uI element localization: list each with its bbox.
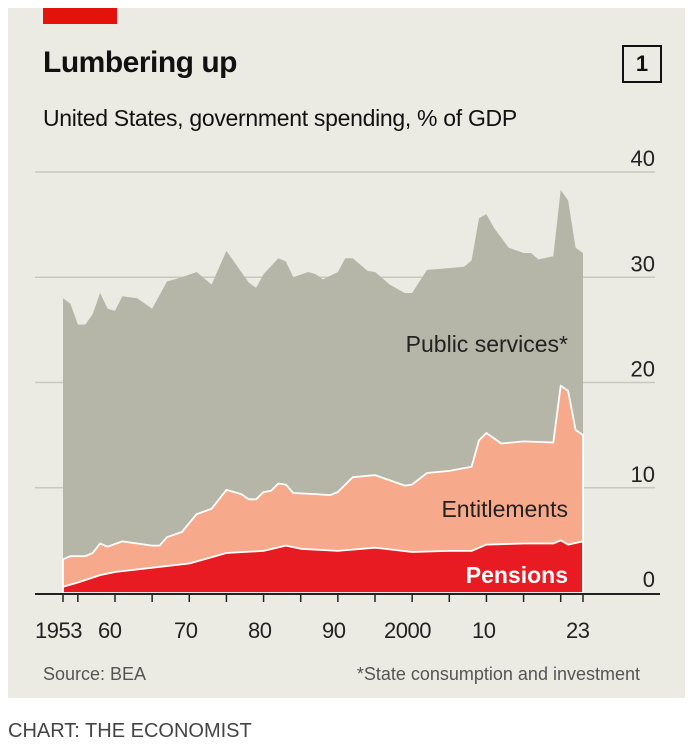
chart-credit: CHART: THE ECONOMIST	[8, 720, 252, 742]
source-note: Source: BEA	[43, 664, 147, 684]
x-tick-label: 1953	[35, 618, 82, 643]
area-pensions	[62, 539, 584, 594]
x-tick-label: 70	[174, 618, 198, 643]
x-tick-label: 60	[98, 618, 122, 643]
series-label: Entitlements	[441, 496, 568, 522]
y-tick-label: 0	[643, 567, 655, 592]
x-tick-label: 90	[322, 618, 346, 643]
x-tick-label: 80	[248, 618, 272, 643]
x-tick-label: 10	[472, 618, 496, 643]
footnote: *State consumption and investment	[356, 664, 640, 684]
y-tick-label: 30	[631, 251, 655, 276]
x-tick-label: 23	[566, 618, 590, 643]
series-label: Pensions	[466, 562, 568, 588]
brand-red-bar	[43, 8, 117, 24]
y-tick-label: 40	[631, 146, 655, 171]
x-tick-label: 2000	[384, 618, 431, 643]
area-entitlements	[62, 384, 584, 594]
y-tick-label: 10	[631, 462, 655, 487]
chart-number-badge: 1	[622, 45, 662, 83]
chart-title: Lumbering up	[43, 46, 237, 79]
series-label: Public services*	[406, 331, 568, 357]
y-tick-label: 20	[631, 357, 655, 382]
chart-subtitle: United States, government spending, % of…	[43, 105, 517, 131]
